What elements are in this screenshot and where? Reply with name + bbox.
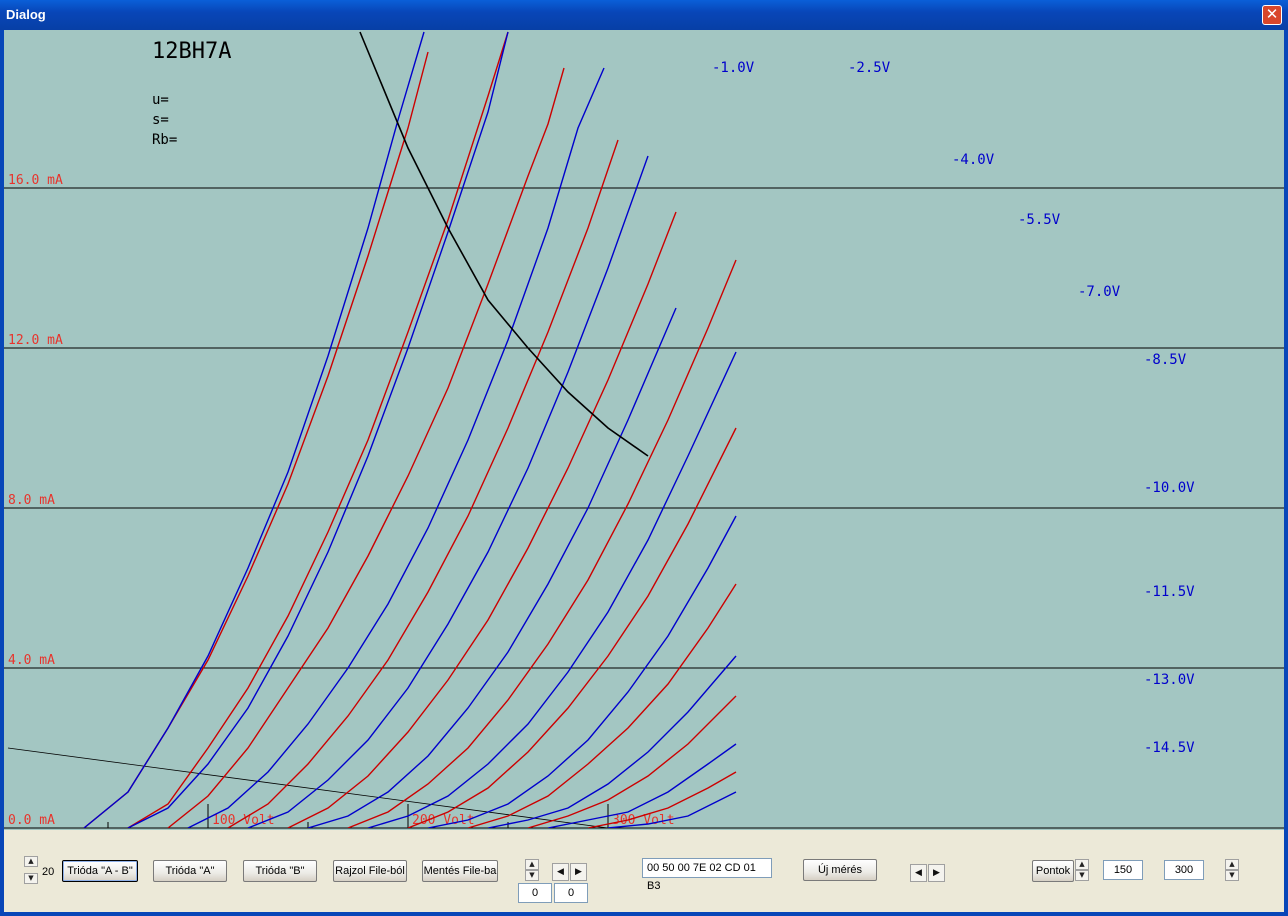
counter-up-icon[interactable]: ▲: [24, 856, 38, 867]
curve-triode-b: [127, 31, 509, 828]
counter-down-icon[interactable]: ▼: [24, 873, 38, 884]
offset-left-icon[interactable]: ◀: [552, 863, 569, 881]
curve-triode-b: [83, 31, 425, 828]
uj-meres-button[interactable]: Új mérés: [803, 859, 877, 881]
y-tick-label: 4.0 mA: [8, 653, 55, 668]
curve-triode-b: [247, 155, 649, 828]
grid-voltage-label: -5.5V: [1018, 212, 1061, 228]
value-300-field[interactable]: 300: [1164, 860, 1204, 880]
y-tick-label: 0.0 mA: [8, 813, 55, 828]
offset-left-field[interactable]: 0: [518, 883, 552, 903]
window-frame-left: [0, 30, 4, 916]
curve-triode-a: [407, 427, 737, 828]
param-label: u=: [152, 92, 169, 108]
pontok-down-icon[interactable]: ▼: [1075, 870, 1089, 881]
hex-data-field[interactable]: 00 50 00 7E 02 CD 01 B3: [642, 858, 772, 892]
grid-voltage-label: -1.0V: [712, 60, 755, 76]
curve-triode-b: [307, 307, 677, 828]
curve-triode-a: [527, 695, 737, 828]
mentes-file-button[interactable]: Mentés File-ba: [422, 860, 498, 882]
curve-triode-b: [427, 515, 737, 828]
curve-triode-a: [347, 259, 737, 828]
chart-title: 12BH7A: [152, 39, 231, 64]
plot-background: [4, 30, 1284, 830]
grid-voltage-label: -14.5V: [1144, 740, 1195, 756]
counter-value: 20: [42, 866, 55, 878]
rajzol-file-button[interactable]: Rajzol File-ból: [333, 860, 407, 882]
grid-voltage-label: -7.0V: [1078, 284, 1121, 300]
control-bar: ▲ ▼ 20 Trióda "A - B" Trióda "A" Trióda …: [4, 832, 1284, 912]
pontok-up-icon[interactable]: ▲: [1075, 859, 1089, 870]
curve-triode-b: [187, 67, 605, 828]
curve-triode-b: [547, 743, 737, 828]
x-tick-label: 300 Volt: [612, 813, 675, 828]
power-dissipation-curve: [359, 31, 649, 457]
window-frame-bottom: [0, 912, 1288, 916]
offset-up-icon[interactable]: ▲: [525, 859, 539, 870]
grid-voltage-label: -11.5V: [1144, 584, 1195, 600]
value-150-field[interactable]: 150: [1103, 860, 1143, 880]
curve-triode-a: [287, 211, 677, 828]
window-title: Dialog: [6, 7, 46, 22]
param-label: Rb=: [152, 132, 177, 148]
grid-voltage-label: -10.0V: [1144, 480, 1195, 496]
grid-voltage-label: -2.5V: [848, 60, 891, 76]
step-left-icon[interactable]: ◀: [910, 864, 927, 882]
close-button[interactable]: ✕: [1262, 5, 1282, 25]
pontok-button[interactable]: Pontok: [1032, 860, 1074, 882]
curve-triode-a: [167, 67, 565, 828]
grid-voltage-label: -13.0V: [1144, 672, 1195, 688]
title-bar: Dialog ✕: [0, 0, 1288, 30]
step-right-icon[interactable]: ▶: [928, 864, 945, 882]
trioda-a-button[interactable]: Trióda "A": [153, 860, 227, 882]
offset-right-field[interactable]: 0: [554, 883, 588, 903]
range-down-icon[interactable]: ▼: [1225, 870, 1239, 881]
window-frame-right: [1284, 30, 1288, 916]
trioda-b-button[interactable]: Trióda "B": [243, 860, 317, 882]
curve-triode-a: [227, 139, 619, 828]
grid-voltage-label: -4.0V: [952, 152, 995, 168]
curve-triode-b: [607, 791, 737, 828]
offset-down-icon[interactable]: ▼: [525, 870, 539, 881]
curve-triode-a: [127, 31, 509, 828]
trioda-ab-button[interactable]: Trióda "A - B": [62, 860, 138, 882]
curve-triode-a: [467, 583, 737, 828]
curve-triode-b: [367, 351, 737, 828]
y-tick-label: 16.0 mA: [8, 173, 63, 188]
load-line: [7, 747, 609, 828]
x-tick-label: 200 Volt: [412, 813, 475, 828]
curve-triode-b: [487, 655, 737, 828]
param-label: s=: [152, 112, 169, 128]
range-up-icon[interactable]: ▲: [1225, 859, 1239, 870]
grid-voltage-label: -8.5V: [1144, 352, 1187, 368]
offset-right-icon[interactable]: ▶: [570, 863, 587, 881]
curve-triode-a: [587, 771, 737, 828]
y-tick-label: 12.0 mA: [8, 333, 63, 348]
y-tick-label: 8.0 mA: [8, 493, 55, 508]
